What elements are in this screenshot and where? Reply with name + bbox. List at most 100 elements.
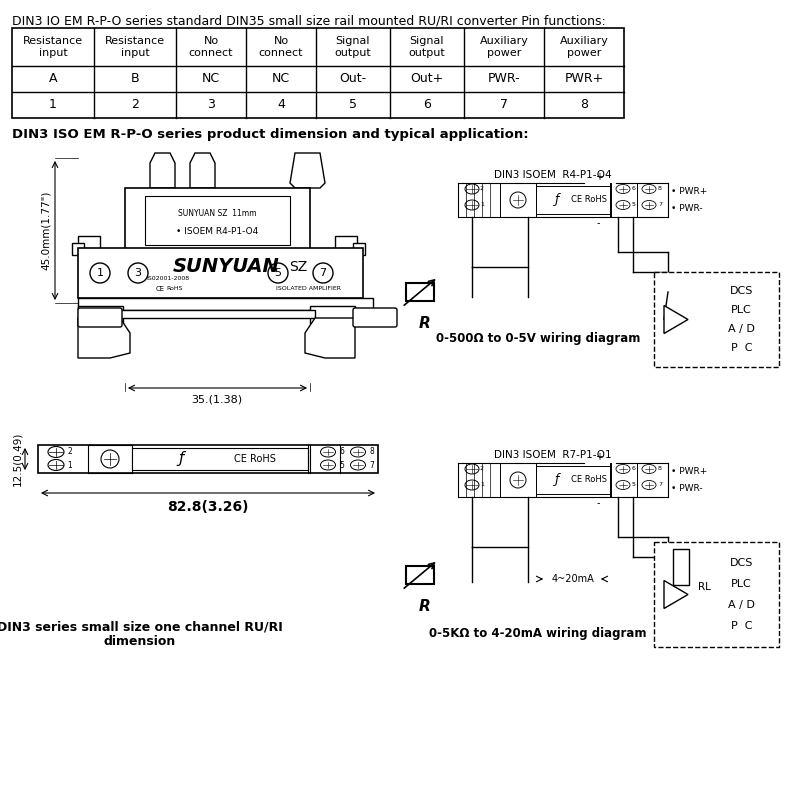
Ellipse shape: [48, 446, 64, 458]
Text: R: R: [419, 316, 431, 331]
Text: CE RoHS: CE RoHS: [571, 475, 607, 485]
Text: ƒ: ƒ: [554, 194, 559, 206]
Text: PWR-: PWR-: [488, 73, 520, 86]
Text: Resistance
input: Resistance input: [105, 36, 165, 58]
Bar: [536, 466, 610, 494]
Bar: [125, 188, 310, 253]
Text: -: -: [597, 218, 601, 228]
Text: DIN3 IO EM R-P-O series standard DIN35 small size rail mounted RU/RI converter P: DIN3 IO EM R-P-O series standard DIN35 s…: [12, 14, 606, 27]
Text: 7: 7: [500, 98, 508, 111]
Text: 5: 5: [274, 268, 282, 278]
Text: RL: RL: [698, 582, 710, 591]
Bar: [120, 310, 315, 318]
Text: DCS: DCS: [730, 286, 753, 296]
Text: PWR+: PWR+: [564, 73, 604, 86]
Text: 0-500Ω to 0-5V wiring diagram: 0-500Ω to 0-5V wiring diagram: [436, 332, 640, 345]
Text: 1: 1: [97, 268, 103, 278]
Text: 5: 5: [632, 482, 636, 487]
Ellipse shape: [465, 480, 479, 490]
FancyBboxPatch shape: [78, 308, 122, 327]
Text: DCS: DCS: [730, 558, 753, 568]
Text: 8: 8: [658, 466, 662, 471]
Text: 4~20mA: 4~20mA: [552, 574, 594, 584]
Text: 2: 2: [480, 466, 484, 471]
Bar: [78, 248, 363, 298]
Bar: [335, 236, 357, 261]
Text: 82.8(3.26): 82.8(3.26): [167, 500, 249, 514]
Text: ISOLATED AMPLIFIER: ISOLATED AMPLIFIER: [275, 286, 341, 290]
Text: 2: 2: [480, 186, 484, 191]
Bar: [132, 448, 308, 470]
Text: 5: 5: [339, 461, 344, 470]
Bar: [78, 236, 100, 261]
Text: P  C: P C: [730, 621, 752, 631]
Text: 4: 4: [277, 98, 285, 111]
Text: DIN3 ISOEM  R4-P1-O4: DIN3 ISOEM R4-P1-O4: [494, 170, 611, 180]
Text: 6: 6: [423, 98, 431, 111]
Text: 7: 7: [658, 482, 662, 487]
Text: 3: 3: [134, 268, 142, 278]
Ellipse shape: [642, 185, 656, 194]
Ellipse shape: [465, 464, 479, 474]
Bar: [12, 28, 624, 118]
Circle shape: [510, 192, 526, 208]
Ellipse shape: [321, 460, 335, 470]
Text: 5: 5: [349, 98, 357, 111]
Text: CE: CE: [155, 286, 165, 292]
Ellipse shape: [465, 184, 479, 194]
Bar: [145, 196, 290, 245]
Text: 45.0mm(1.77"): 45.0mm(1.77"): [41, 190, 51, 270]
Text: CE RoHS: CE RoHS: [571, 195, 607, 205]
Text: SZ: SZ: [289, 260, 307, 274]
Text: SUNYUAN SZ  11mm: SUNYUAN SZ 11mm: [178, 209, 257, 218]
Text: 6: 6: [632, 466, 636, 471]
Bar: [38, 445, 378, 473]
Polygon shape: [290, 153, 325, 188]
Bar: [78, 306, 123, 324]
Polygon shape: [78, 318, 130, 358]
Text: A / D: A / D: [728, 600, 755, 610]
Text: Out+: Out+: [410, 73, 444, 86]
Text: DIN3 series small size one channel RU/RI
dimension: DIN3 series small size one channel RU/RI…: [0, 620, 283, 648]
Polygon shape: [190, 153, 215, 188]
Ellipse shape: [616, 481, 630, 490]
Polygon shape: [305, 318, 355, 358]
Ellipse shape: [48, 459, 64, 470]
Text: No
connect: No connect: [189, 36, 234, 58]
Text: B: B: [130, 73, 139, 86]
Circle shape: [101, 450, 119, 468]
Polygon shape: [664, 581, 688, 609]
Text: ƒ: ƒ: [178, 451, 184, 466]
Text: Signal
output: Signal output: [334, 36, 371, 58]
Polygon shape: [664, 306, 688, 334]
Text: A / D: A / D: [728, 324, 755, 334]
Text: NC: NC: [272, 73, 290, 86]
Bar: [353, 243, 365, 255]
Text: -: -: [597, 498, 601, 508]
Text: 7: 7: [319, 268, 326, 278]
Text: 1: 1: [67, 461, 72, 470]
Text: 1: 1: [480, 482, 484, 487]
Text: 8: 8: [658, 186, 662, 191]
Text: ƒ: ƒ: [554, 474, 559, 486]
Text: 3: 3: [207, 98, 215, 111]
Text: • ISOEM R4-P1-O4: • ISOEM R4-P1-O4: [176, 226, 258, 236]
Text: 6: 6: [339, 447, 344, 457]
Ellipse shape: [350, 460, 366, 470]
Text: • PWR+: • PWR+: [671, 467, 707, 476]
Bar: [406, 283, 434, 301]
Text: 8: 8: [580, 98, 588, 111]
Text: Auxiliary
power: Auxiliary power: [479, 36, 529, 58]
Bar: [654, 542, 779, 647]
Text: R: R: [419, 599, 431, 614]
Text: +: +: [594, 452, 602, 462]
Text: • PWR-: • PWR-: [671, 204, 702, 213]
Circle shape: [268, 263, 288, 283]
Text: 2: 2: [67, 447, 72, 457]
Text: IS02001-2008: IS02001-2008: [146, 277, 190, 282]
Text: 7: 7: [369, 461, 374, 470]
Text: DIN3 ISOEM  R7-P1-O1: DIN3 ISOEM R7-P1-O1: [494, 450, 611, 460]
Circle shape: [128, 263, 148, 283]
Text: No
connect: No connect: [258, 36, 303, 58]
Text: PLC: PLC: [731, 579, 752, 589]
